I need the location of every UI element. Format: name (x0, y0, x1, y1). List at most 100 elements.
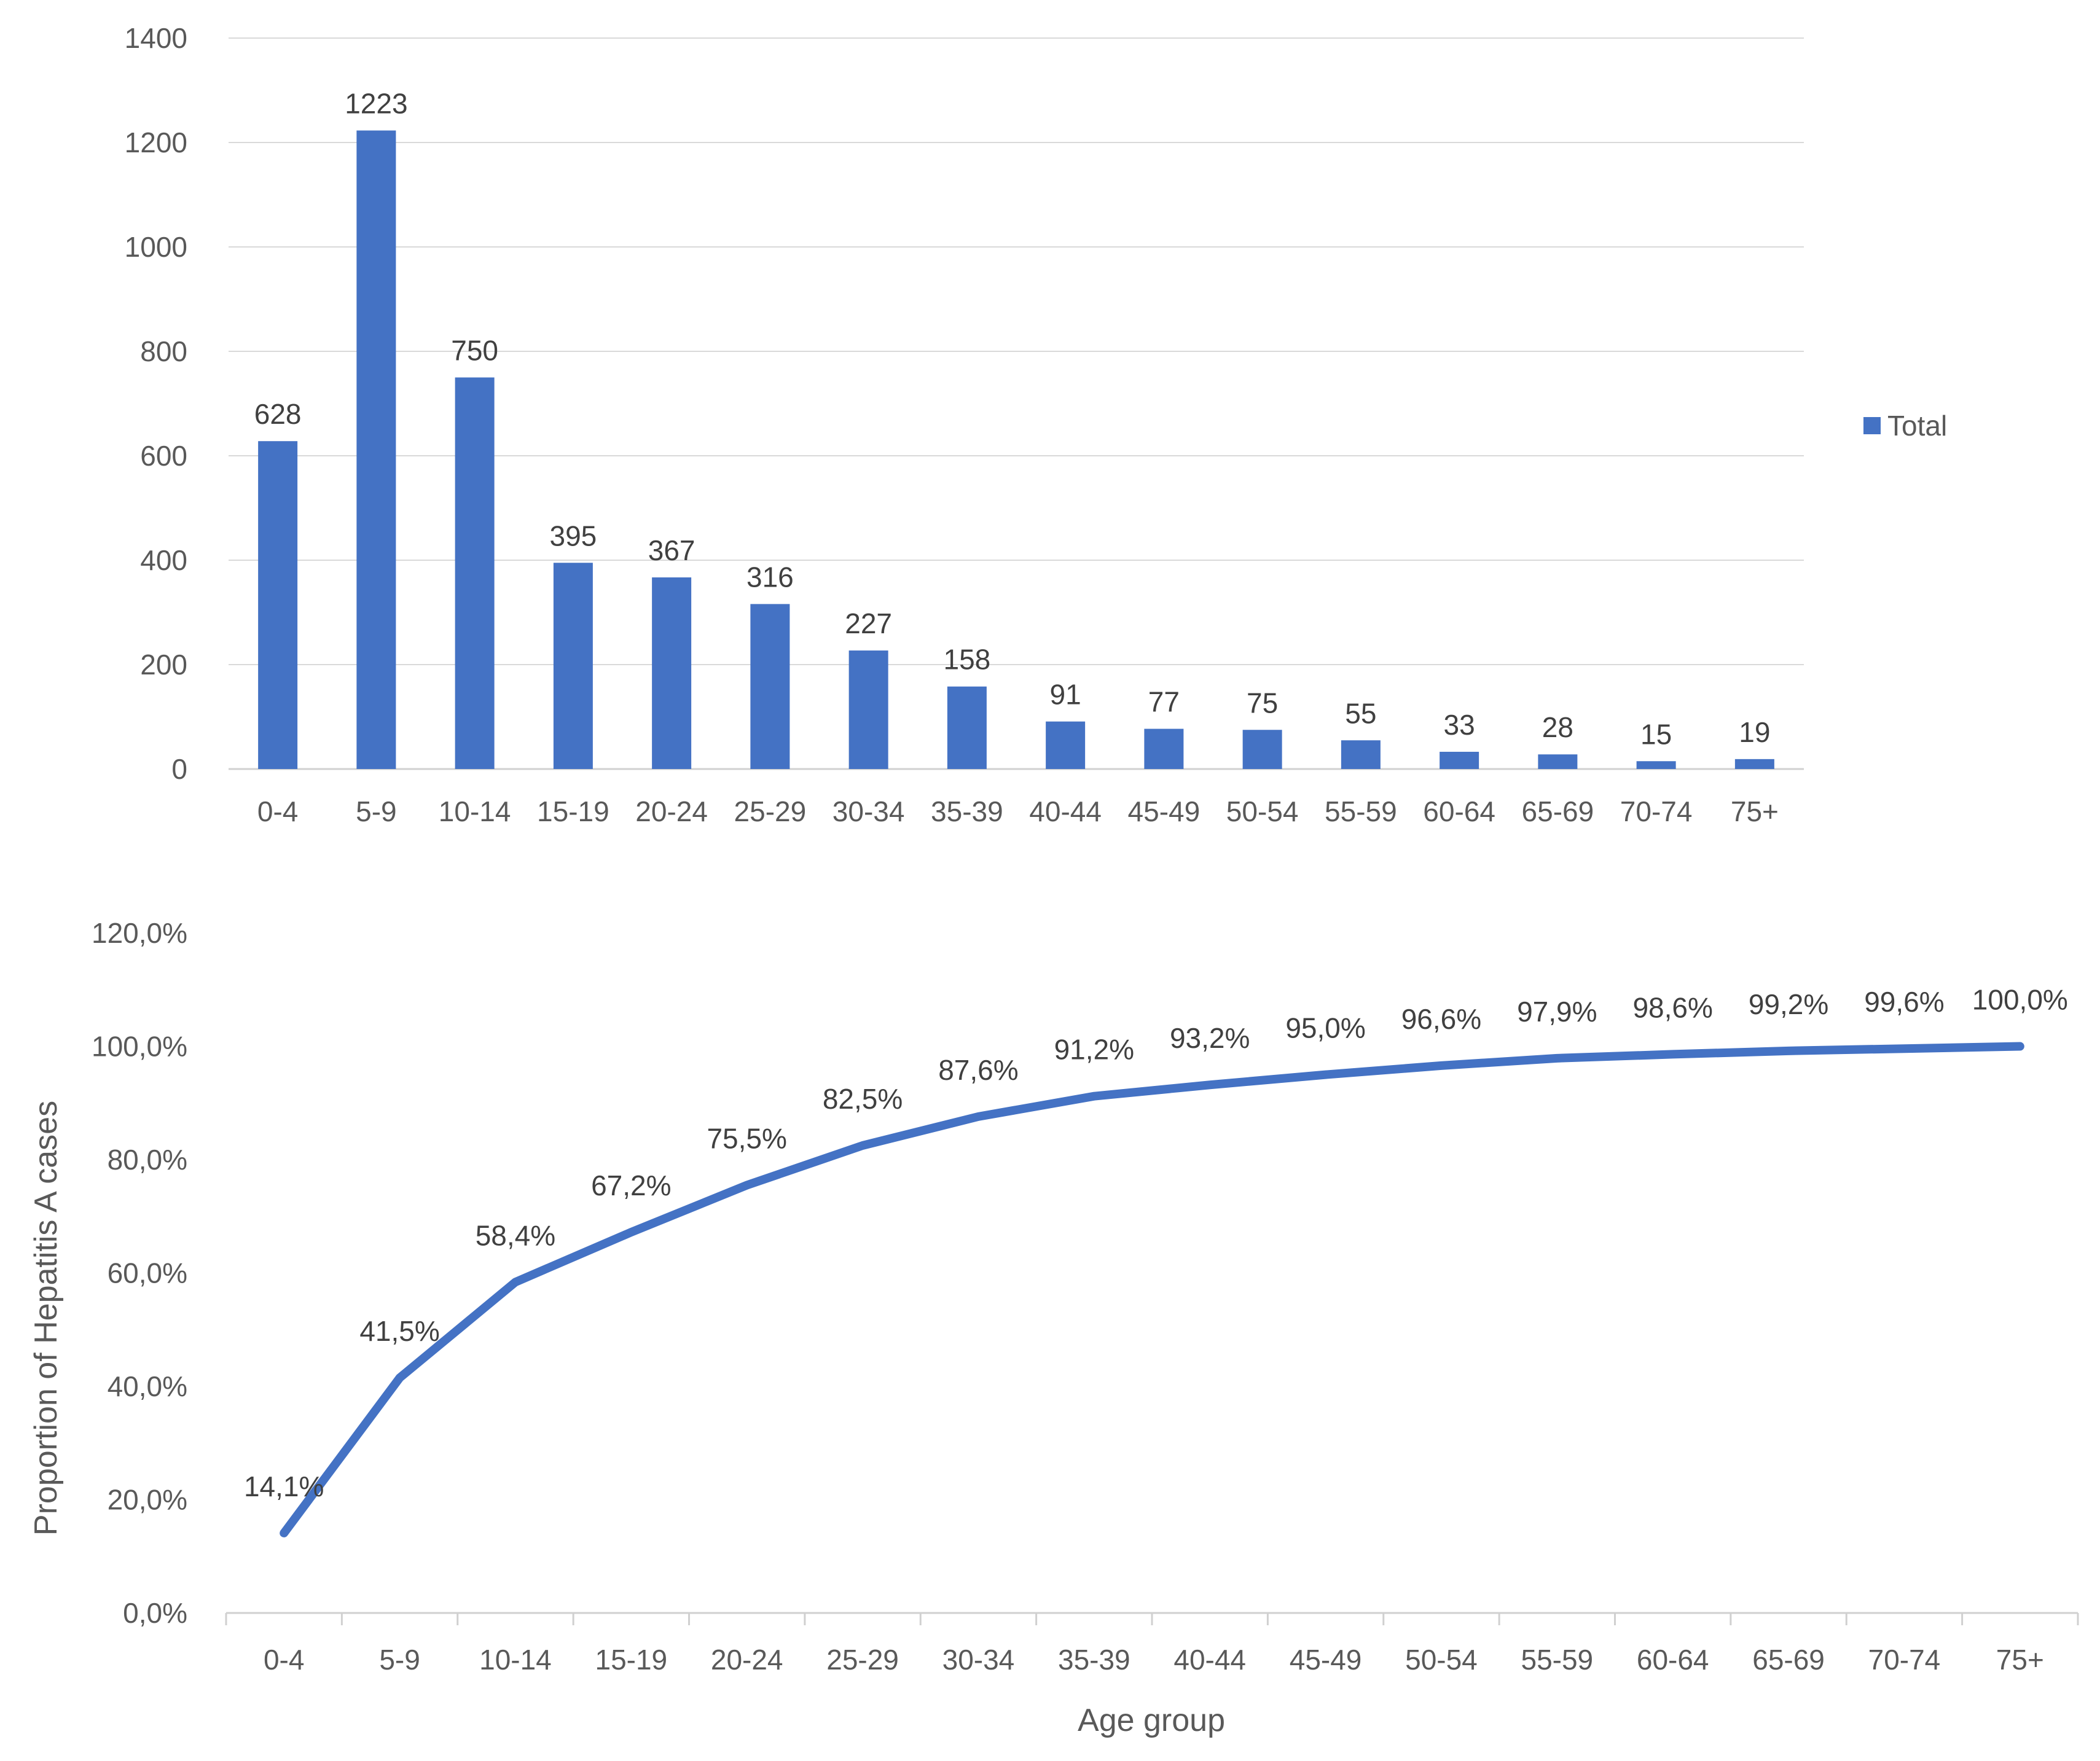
bar (1046, 721, 1086, 769)
bar (947, 686, 987, 769)
line-data-label: 99,2% (1749, 988, 1828, 1020)
line-data-label: 75,5% (707, 1123, 786, 1155)
line-y-tick-label: 100,0% (92, 1031, 187, 1063)
line-data-label: 100,0% (1972, 984, 2068, 1016)
bar-x-tick-label: 0-4 (257, 795, 298, 827)
line-data-label: 96,6% (1401, 1003, 1481, 1035)
line-x-tick-label: 45-49 (1290, 1644, 1362, 1676)
legend-swatch-total (1863, 417, 1881, 434)
bar (258, 441, 298, 769)
line-data-label: 93,2% (1170, 1022, 1250, 1054)
bar-y-tick-label: 1000 (125, 231, 187, 263)
line-y-tick-label: 80,0% (108, 1144, 187, 1176)
bar (1636, 761, 1676, 769)
line-x-tick-label: 75+ (1996, 1644, 2044, 1676)
line-y-tick-label: 60,0% (108, 1257, 187, 1289)
bar-x-tick-label: 40-44 (1029, 795, 1102, 827)
line-y-tick-label: 20,0% (108, 1484, 187, 1516)
bar (848, 650, 888, 769)
bar-legend: Total (1863, 410, 1947, 442)
y-axis-title: Proportion of Hepatitis A cases (28, 1101, 64, 1536)
legend-label-total: Total (1887, 410, 1947, 442)
bar-data-labels: 628 1223 750 395 367 316 227 158 91 77 75 55 33 28 15 1… (254, 87, 1771, 750)
line-data-label: 67,2% (591, 1169, 671, 1201)
line-data-label: 95,0% (1285, 1012, 1365, 1044)
bar-y-tick-label: 800 (140, 335, 187, 367)
bar-bars (258, 130, 1774, 770)
bar-y-tick-label: 1400 (125, 22, 187, 54)
bar-x-tick-label: 75+ (1731, 795, 1779, 827)
bar-data-label: 55 (1345, 697, 1376, 729)
line-data-label: 91,2% (1054, 1034, 1134, 1066)
bar-chart: 0 200 400 600 800 1000 1200 1400 628 1223 750 395 3… (125, 22, 1948, 827)
line-x-tick-label: 25-29 (826, 1644, 899, 1676)
line-y-tick-label: 0,0% (123, 1597, 187, 1629)
bar (455, 377, 495, 769)
bar-y-tick-label: 400 (140, 544, 187, 576)
bar (1734, 759, 1774, 769)
bar (1538, 754, 1578, 769)
bar-y-tick-label: 1200 (125, 127, 187, 158)
bar-x-tick-label: 65-69 (1522, 795, 1594, 827)
bar-data-label: 15 (1640, 718, 1672, 750)
line-x-tick-label: 30-34 (942, 1644, 1015, 1676)
bar-data-label: 33 (1444, 709, 1475, 741)
x-axis-title: Age group (1078, 1703, 1225, 1738)
bar-data-label: 77 (1148, 686, 1180, 718)
line-x-tick-labels: 0-4 5-9 10-14 15-19 20-24 25-29 30-34 35-39 40-4… (264, 1644, 2044, 1676)
bar (1440, 751, 1479, 769)
line-y-tick-label: 120,0% (92, 917, 187, 949)
bar (1144, 728, 1184, 769)
line-data-labels: 14,1% 41,5% 58,4% 67,2% 75,5% 82,5% 87,6% 91,2%… (244, 984, 2068, 1502)
line-data-label: 97,9% (1517, 996, 1597, 1028)
line-chart: 0,0% 20,0% 40,0% 60,0% 80,0% 100,0% 120,0% 14,… (28, 917, 2079, 1738)
bar-x-tick-label: 70-74 (1620, 795, 1693, 827)
line-x-tick-label: 10-14 (479, 1644, 552, 1676)
bar-data-label: 367 (648, 534, 695, 566)
line-x-tick-label: 15-19 (595, 1644, 667, 1676)
bar (750, 604, 790, 769)
bar-data-label: 75 (1247, 687, 1278, 719)
line-x-tick-label: 70-74 (1868, 1644, 1941, 1676)
bar-y-tick-labels: 0 200 400 600 800 1000 1200 1400 (125, 22, 187, 785)
bar-x-tick-label: 10-14 (439, 795, 511, 827)
line-x-tick-label: 0-4 (264, 1644, 304, 1676)
line-y-tick-labels: 0,0% 20,0% 40,0% 60,0% 80,0% 100,0% 120,0% (92, 917, 187, 1629)
line-x-tick-label: 20-24 (711, 1644, 783, 1676)
bar-data-label: 395 (550, 520, 597, 552)
line-x-tick-label: 60-64 (1637, 1644, 1709, 1676)
line-data-label: 87,6% (938, 1054, 1018, 1086)
line-data-label: 99,6% (1864, 986, 1944, 1018)
line-series (280, 1042, 2024, 1537)
bar (652, 577, 692, 769)
bar (1242, 730, 1282, 769)
bar-x-tick-label: 45-49 (1128, 795, 1201, 827)
bar-x-tick-label: 25-29 (734, 795, 807, 827)
bar (553, 563, 593, 769)
line-data-label: 41,5% (359, 1315, 439, 1347)
bar-x-tick-labels: 0-4 5-9 10-14 15-19 20-24 25-29 30-34 35-39 40-4… (257, 795, 1779, 827)
line-data-label: 58,4% (476, 1219, 555, 1251)
bar-y-tick-label: 600 (140, 440, 187, 472)
line-data-label: 82,5% (823, 1083, 903, 1115)
line-path (280, 1042, 2024, 1537)
bar-data-label: 19 (1739, 716, 1770, 748)
bar (1341, 740, 1381, 769)
line-x-tick-label: 65-69 (1752, 1644, 1825, 1676)
bar-x-tick-label: 30-34 (833, 795, 905, 827)
bar-x-tick-label: 35-39 (931, 795, 1003, 827)
bar-x-tick-label: 20-24 (635, 795, 708, 827)
line-x-tick-label: 35-39 (1058, 1644, 1130, 1676)
bar-data-label: 227 (845, 607, 892, 639)
line-x-tick-label: 50-54 (1405, 1644, 1478, 1676)
bar-data-label: 91 (1050, 679, 1081, 711)
line-data-label: 98,6% (1632, 991, 1712, 1023)
line-x-tick-label: 55-59 (1521, 1644, 1593, 1676)
bar-data-label: 28 (1542, 711, 1573, 743)
bar (356, 130, 396, 770)
bar-data-label: 1223 (345, 87, 407, 119)
bar-data-label: 750 (451, 335, 498, 367)
line-y-tick-label: 40,0% (108, 1370, 187, 1402)
bar-x-tick-label: 15-19 (537, 795, 609, 827)
